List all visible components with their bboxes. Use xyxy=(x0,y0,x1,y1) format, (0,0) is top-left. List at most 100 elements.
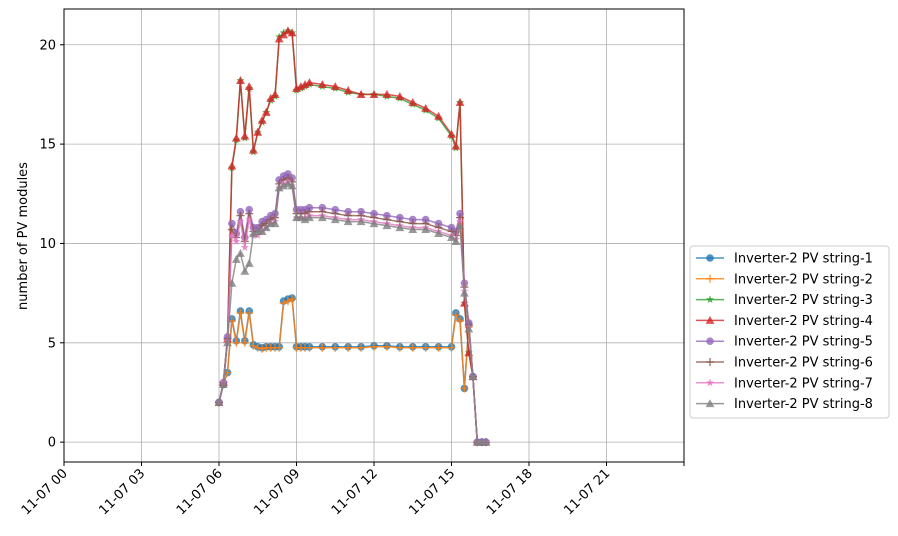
data-point xyxy=(344,343,353,352)
data-point xyxy=(305,213,314,222)
data-point xyxy=(382,221,392,230)
series-7 xyxy=(215,177,490,446)
legend-item: Inverter-2 PV string-3 xyxy=(696,293,873,308)
data-point xyxy=(451,237,461,245)
data-point xyxy=(279,30,288,39)
data-point xyxy=(236,76,245,85)
x-tick-label: 11-07 09 xyxy=(251,466,303,518)
data-point xyxy=(240,131,250,140)
legend-swatch-marker xyxy=(705,316,715,324)
data-point xyxy=(253,231,262,239)
data-point xyxy=(257,227,267,236)
legend-label: Inverter-2 PV string-2 xyxy=(734,272,873,287)
legend-label: Inverter-2 PV string-6 xyxy=(734,356,873,371)
legend: Inverter-2 PV string-1 Inverter-2 PV stri… xyxy=(689,245,890,419)
data-point xyxy=(317,80,327,89)
legend-label: Inverter-2 PV string-3 xyxy=(734,293,873,308)
legend-item: Inverter-2 PV string-8 xyxy=(696,397,873,412)
data-point xyxy=(270,219,280,228)
data-point xyxy=(244,258,254,267)
data-point xyxy=(343,86,353,94)
legend-item: Inverter-2 PV string-7 xyxy=(696,376,873,391)
data-point xyxy=(408,97,418,106)
data-point xyxy=(279,299,288,308)
data-point xyxy=(258,344,267,353)
legend-swatch-marker xyxy=(706,254,714,262)
y-axis-label: number of PV modules xyxy=(16,162,31,310)
data-point xyxy=(369,219,379,228)
x-tick-label: 11-07 21 xyxy=(561,466,613,518)
data-point xyxy=(279,181,288,190)
data-point xyxy=(421,343,430,352)
series-line xyxy=(218,297,486,443)
data-point xyxy=(455,221,465,230)
data-point xyxy=(421,103,431,112)
data-point xyxy=(451,141,461,150)
data-point xyxy=(261,107,271,116)
y-tick-label: 20 xyxy=(39,38,56,53)
data-point xyxy=(232,338,241,347)
legend-swatch-marker xyxy=(706,378,714,387)
legend-item: Inverter-2 PV string-2 xyxy=(696,272,873,287)
data-point xyxy=(283,297,292,306)
data-point xyxy=(318,343,327,352)
data-point xyxy=(275,343,284,352)
data-point xyxy=(227,231,236,239)
data-point xyxy=(300,80,310,89)
legend-label: Inverter-2 PV string-5 xyxy=(734,335,873,350)
axes: 11-07 00 11-07 03 11-07 06 11-07 09 11-07 12… xyxy=(19,38,685,518)
data-point xyxy=(460,288,469,297)
data-point xyxy=(331,343,340,352)
data-point xyxy=(434,343,443,352)
data-point xyxy=(266,94,276,102)
data-point xyxy=(455,97,465,106)
data-point xyxy=(317,213,327,222)
data-point xyxy=(456,316,465,325)
x-tick-label: 11-07 00 xyxy=(19,466,71,518)
data-point xyxy=(330,82,340,91)
data-point xyxy=(481,437,491,446)
legend-label: Inverter-2 PV string-4 xyxy=(734,314,873,329)
data-point xyxy=(227,278,237,287)
data-point xyxy=(227,161,237,170)
data-point xyxy=(232,237,241,245)
data-point xyxy=(369,90,379,98)
x-tick-label: 11-07 03 xyxy=(96,466,148,518)
data-point xyxy=(228,219,236,228)
data-point xyxy=(253,343,262,352)
y-tick-label: 0 xyxy=(48,436,56,451)
data-point xyxy=(223,338,232,347)
data-point xyxy=(330,215,340,224)
grid-lines xyxy=(63,9,684,462)
data-point xyxy=(248,145,258,154)
data-point xyxy=(231,254,241,263)
data-point xyxy=(408,225,418,234)
data-point xyxy=(382,342,391,351)
data-point xyxy=(357,343,366,352)
data-point xyxy=(447,343,456,352)
data-point xyxy=(382,90,392,98)
data-point xyxy=(236,217,245,225)
data-point xyxy=(434,229,443,238)
data-point xyxy=(231,133,241,142)
x-tick-label: 11-07 18 xyxy=(484,466,536,518)
series-line xyxy=(218,173,486,443)
data-point xyxy=(245,215,254,223)
data-point xyxy=(370,342,378,351)
data-point xyxy=(240,266,250,275)
data-point xyxy=(261,223,271,232)
data-point xyxy=(287,28,297,37)
legend-swatch-marker xyxy=(706,295,714,303)
legend-swatch-marker xyxy=(706,337,714,346)
series-6 xyxy=(215,173,490,447)
data-point xyxy=(270,90,280,98)
data-point xyxy=(292,84,301,92)
legend-label: Inverter-2 PV string-1 xyxy=(734,252,873,267)
series-2 xyxy=(215,295,490,447)
data-point xyxy=(421,225,431,234)
data-point xyxy=(236,308,245,317)
legend-box xyxy=(689,245,890,419)
data-point xyxy=(451,310,460,319)
data-point xyxy=(395,343,404,352)
